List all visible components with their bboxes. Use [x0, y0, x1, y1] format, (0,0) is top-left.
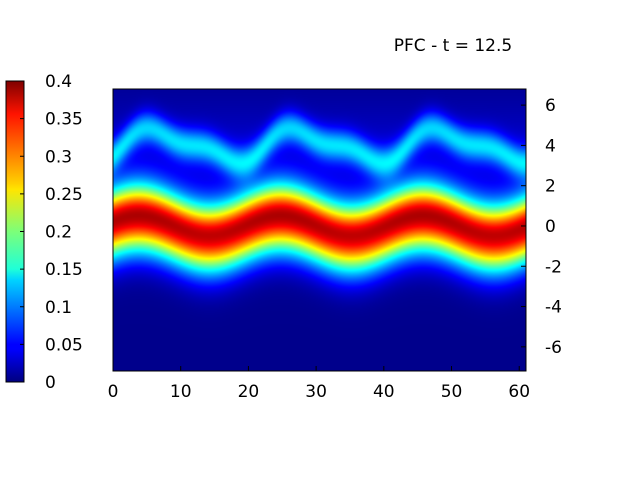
x-tick-label: 30 [305, 382, 327, 402]
x-tick-label: 20 [238, 382, 260, 402]
colorbar-tick-label: 0.25 [45, 185, 83, 205]
colorbar-tick-label: 0.05 [45, 335, 83, 355]
colorbar-tick-label: 0.15 [45, 260, 83, 280]
plot-border [112, 88, 527, 372]
x-tick-label: 40 [373, 382, 395, 402]
x-axis-ticks: 0 10 20 30 40 50 60 [108, 366, 530, 402]
colorbar-ticks: 0.4 0.35 0.3 0.25 0.2 0.15 0.1 0.05 0 [20, 72, 83, 393]
y-tick-label: 6 [545, 96, 556, 116]
colorbar-tick-label: 0.2 [45, 223, 72, 243]
colorbar-tick-label: 0.35 [45, 110, 83, 130]
chart-title: PFC - t = 12.5 [394, 36, 512, 56]
y-tick-label: -2 [545, 257, 562, 277]
y-axis-ticks: 6 4 2 0 -2 -4 -6 [521, 96, 562, 358]
colorbar-tick-label: 0 [45, 373, 56, 393]
colorbar-tick-label: 0.3 [45, 147, 72, 167]
y-tick-label: 0 [545, 217, 556, 237]
colorbar-tick-label: 0.4 [45, 72, 72, 92]
heatmap-plot-area [113, 89, 526, 371]
y-tick-label: 2 [545, 177, 556, 197]
colorbar-tick-label: 0.1 [45, 298, 72, 318]
y-tick-label: -6 [545, 338, 562, 358]
x-tick-label: 50 [441, 382, 463, 402]
y-tick-label: 4 [545, 136, 556, 156]
x-tick-label: 60 [508, 382, 530, 402]
x-tick-label: 10 [170, 382, 192, 402]
x-tick-label: 0 [108, 382, 119, 402]
y-tick-label: -4 [545, 298, 562, 318]
